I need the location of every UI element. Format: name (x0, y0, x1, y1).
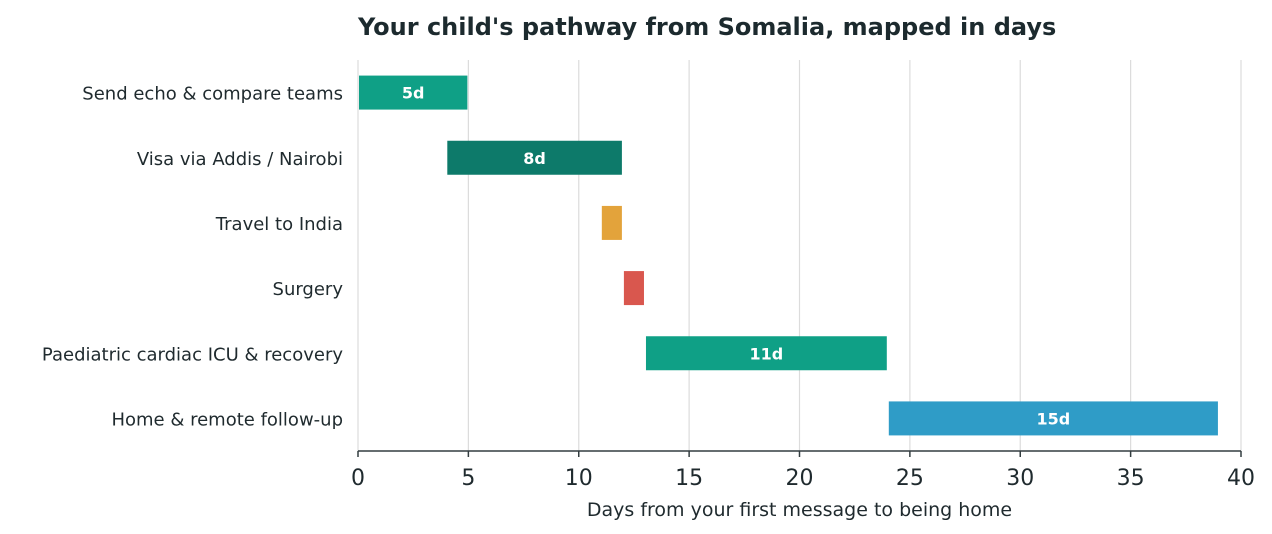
bar-label-4: 11d (750, 344, 784, 363)
x-tick-label-40: 40 (1227, 466, 1255, 491)
bar-1 (447, 140, 622, 175)
bar-2 (601, 205, 622, 240)
x-tick-label-5: 5 (461, 466, 475, 491)
bar-label-5: 15d (1037, 409, 1071, 428)
category-label-4: Paediatric cardiac ICU & recovery (42, 344, 343, 365)
gridlines (357, 60, 1242, 451)
bar-label-0: 5d (402, 84, 425, 103)
x-axis-ticks: 0 5 10 15 20 25 30 35 40 (351, 451, 1255, 491)
x-tick-label-20: 20 (786, 466, 814, 491)
category-label-0: Send echo & compare teams (82, 84, 343, 105)
category-label-2: Travel to India (215, 214, 343, 235)
bar-4 (645, 336, 887, 371)
x-tick-label-35: 35 (1117, 466, 1145, 491)
bar-5 (888, 401, 1218, 436)
bar-0 (359, 75, 468, 110)
category-label-5: Home & remote follow-up (111, 409, 343, 430)
bars: 5d 8d 11d 15d (359, 75, 1218, 436)
x-axis-title: Days from your first message to being ho… (587, 499, 1012, 521)
bar-3 (623, 271, 644, 306)
chart-title: Your child's pathway from Somalia, mappe… (357, 13, 1056, 41)
category-labels: Send echo & compare teams Visa via Addis … (42, 84, 343, 431)
x-tick-label-25: 25 (896, 466, 924, 491)
bar-label-1: 8d (523, 149, 546, 168)
x-tick-label-30: 30 (1006, 466, 1034, 491)
x-tick-label-0: 0 (351, 466, 365, 491)
category-label-1: Visa via Addis / Nairobi (137, 149, 343, 170)
category-label-3: Surgery (273, 279, 344, 300)
x-tick-label-15: 15 (675, 466, 703, 491)
x-tick-label-10: 10 (565, 466, 593, 491)
